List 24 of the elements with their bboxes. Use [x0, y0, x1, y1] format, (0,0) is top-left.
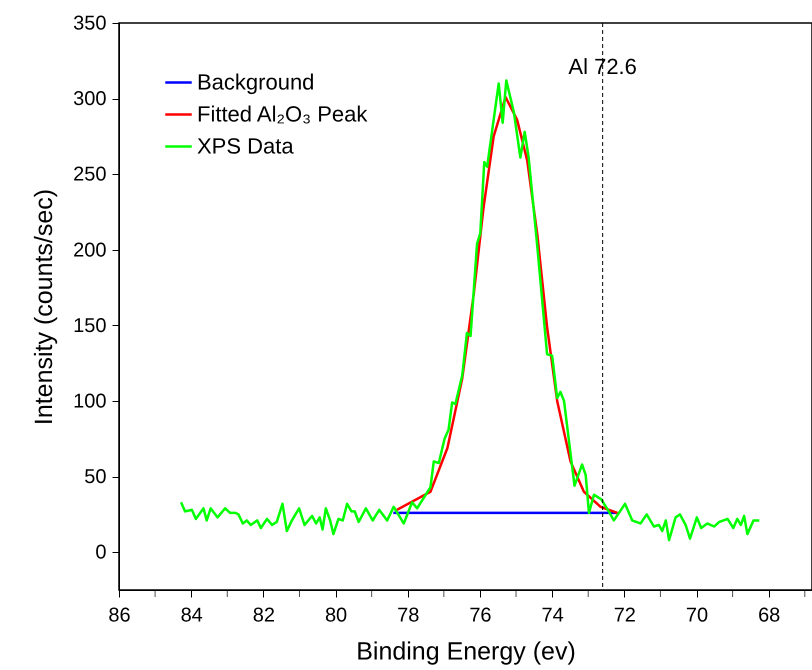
legend-label: Background: [197, 70, 314, 94]
y-tick-label: 200: [73, 239, 106, 262]
y-tick-label: 0: [95, 542, 106, 564]
legend-label: Fitted Al₂O₃ Peak: [197, 102, 368, 126]
x-tick-label: 86: [108, 604, 131, 626]
y-tick-label: 250: [73, 164, 106, 186]
y-axis-title: Intensity (counts/sec): [30, 188, 58, 426]
x-axis-title: Binding Energy (ev): [356, 638, 576, 666]
x-tick-label: 72: [614, 604, 636, 626]
ref-line-label: Al 72.6: [568, 54, 637, 79]
x-tick-label: 84: [180, 604, 203, 626]
y-tick-label: 100: [73, 390, 106, 412]
x-tick-label: 76: [469, 604, 492, 626]
legend-label: XPS Data: [197, 134, 294, 158]
x-tick-label: 68: [758, 604, 780, 626]
x-tick-label: 80: [324, 604, 348, 626]
y-tick-label: 300: [73, 88, 106, 110]
y-tick-label: 350: [73, 12, 106, 34]
x-tick-label: 70: [686, 604, 708, 626]
x-tick-label: 78: [397, 604, 420, 626]
y-tick-label: 150: [73, 314, 106, 337]
x-tick-label: 82: [252, 604, 275, 626]
x-tick-label: 74: [542, 604, 564, 626]
y-tick-label: 50: [84, 466, 106, 488]
